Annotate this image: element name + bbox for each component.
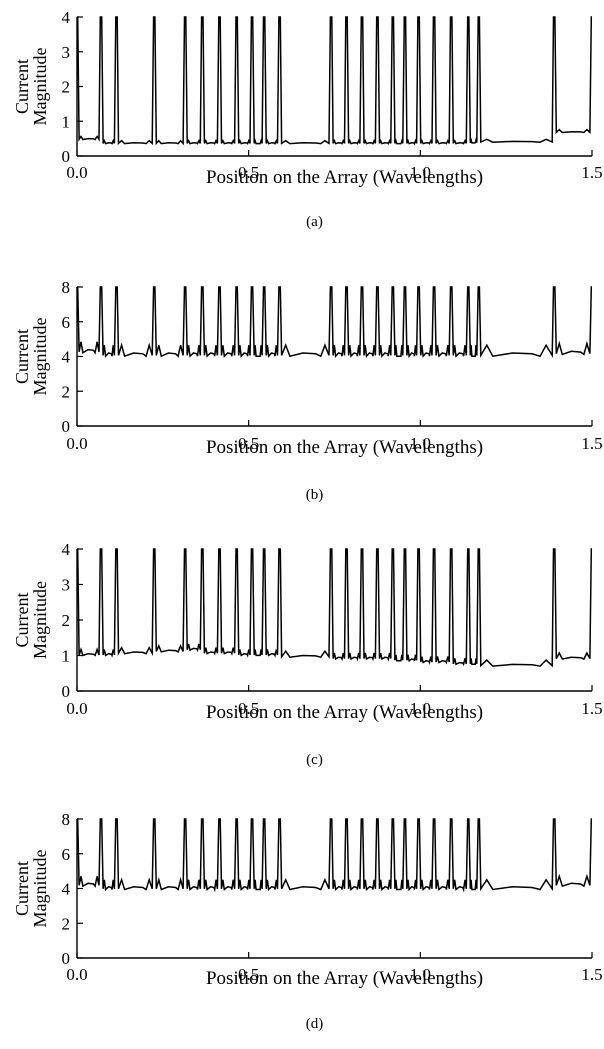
chart-2-xtick-label: 1.0 [410,699,431,718]
chart-3-ytick-label: 6 [62,845,71,864]
chart-0-xtick-label: 0.5 [238,163,259,182]
panel-a: 0 1 2 3 4 0.0 0.5 1.0 1.5 Position on the Array (… [12,8,603,230]
chart-3-caption: (d) [306,1016,324,1032]
chart-2-xtick-label: 0.5 [238,699,259,718]
chart-1-xtick-label: 0.0 [66,434,87,453]
chart-2-x-axis-label: Position on the Array (Wavelengths) [206,702,483,723]
chart-0-caption: (a) [306,214,323,230]
chart-0-y-axis-label-line: Magnitude [30,48,50,126]
chart-2-y-axis-label-line: Current [12,593,32,648]
chart-0-xtick-label: 0.0 [66,163,87,182]
chart-2-ytick-label: 3 [62,576,71,595]
chart-1-ytick-label: 2 [62,382,71,401]
chart-0-series-line [76,16,593,146]
chart-2-ytick-label: 0 [62,682,71,701]
chart-3-ytick-label: 2 [62,914,71,933]
chart-1-ytick-label: 8 [62,278,71,297]
chart-3-xtick-label: 1.0 [410,965,431,984]
chart-0-ytick-label: 1 [62,112,71,131]
chart-0-x-axis-label: Position on the Array (Wavelengths) [206,167,483,188]
panel-c: 0 1 2 3 4 0.0 0.5 1.0 1.5 Position on the Array (… [12,540,603,768]
chart-1-y-axis-label-line: Magnitude [30,318,50,396]
chart-0-xtick-label: 1.0 [410,163,431,182]
chart-3-series-line [76,818,593,893]
chart-0-y-axis-label-line: Current [12,59,32,114]
chart-2-series-line [76,548,593,668]
chart-2-y-axis-label-line: Magnitude [30,581,50,659]
chart-1-series-line [76,286,593,359]
chart-1-ytick-label: 0 [62,417,71,436]
chart-3-x-axis-label: Position on the Array (Wavelengths) [206,968,483,989]
chart-3-y-axis-label-line: Magnitude [30,850,50,928]
chart-1-ytick-label: 6 [62,313,71,332]
chart-1-xtick-label: 0.5 [238,434,259,453]
chart-0-xtick-label: 1.5 [581,163,602,182]
chart-2-ytick-label: 4 [62,540,71,559]
chart-1-x-axis-label: Position on the Array (Wavelengths) [206,437,483,458]
chart-1-xtick-label: 1.0 [410,434,431,453]
panel-d: 0 2 4 6 8 0.0 0.5 1.0 1.5 Position on the Array (… [12,810,603,1032]
chart-1-xtick-label: 1.5 [581,434,602,453]
chart-2-ytick-label: 2 [62,611,71,630]
chart-1-ytick-label: 4 [62,348,71,367]
chart-2-xtick-label: 0.0 [66,699,87,718]
chart-3-ytick-label: 8 [62,810,71,829]
chart-3-y-axis-label-line: Current [12,861,32,916]
chart-0-ytick-label: 3 [62,43,71,62]
chart-3-xtick-label: 0.0 [66,965,87,984]
chart-1-caption: (b) [306,487,324,503]
chart-1-y-axis-label-line: Current [12,329,32,384]
chart-2-caption: (c) [306,752,323,768]
chart-3-xtick-label: 1.5 [581,965,602,984]
panel-b: 0 2 4 6 8 0.0 0.5 1.0 1.5 Position on the Array (… [12,278,603,503]
chart-0-ytick-label: 2 [62,78,71,97]
chart-3-xtick-label: 0.5 [238,965,259,984]
chart-3-ytick-label: 0 [62,949,71,968]
chart-2-xtick-label: 1.5 [581,699,602,718]
chart-3-ytick-label: 4 [62,880,71,899]
chart-0-ytick-label: 4 [62,8,71,27]
chart-2-ytick-label: 1 [62,647,71,666]
chart-0-ytick-label: 0 [62,147,71,166]
